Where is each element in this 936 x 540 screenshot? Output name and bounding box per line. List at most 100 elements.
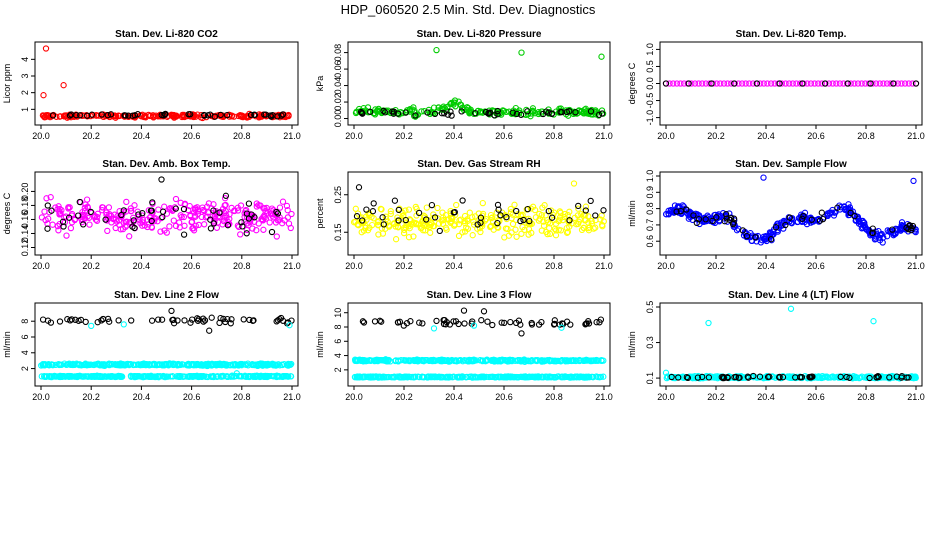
data-point (527, 357, 535, 365)
data-point (879, 239, 886, 246)
data-point (457, 101, 464, 108)
panel-title: Stan. Dev. Line 2 Flow (114, 290, 219, 301)
data-point (575, 205, 582, 212)
data-point (815, 215, 822, 223)
data-point (217, 111, 224, 119)
data-point (174, 361, 181, 368)
data-point (99, 315, 107, 323)
data-point (585, 108, 592, 115)
data-point (495, 217, 502, 224)
data-point (757, 80, 764, 87)
points (39, 45, 292, 122)
data-point (815, 373, 822, 380)
data-point (201, 221, 208, 228)
data-point (563, 357, 571, 364)
data-point (589, 357, 596, 365)
x-tick-label: 20.4 (757, 261, 775, 271)
data-point (119, 225, 127, 233)
data-point (574, 373, 581, 380)
data-point (234, 222, 242, 229)
outlier-point (120, 321, 127, 328)
data-point (105, 204, 113, 211)
outlier-point (598, 53, 605, 60)
data-point (756, 373, 764, 380)
data-point (221, 202, 228, 209)
data-point (447, 207, 454, 215)
data-point (876, 80, 883, 87)
data-point (509, 220, 517, 228)
data-point (488, 214, 495, 222)
data-point (693, 219, 700, 227)
outlier-point (158, 176, 165, 183)
data-point (45, 112, 53, 119)
data-point (146, 214, 154, 221)
data-point (472, 213, 479, 220)
data-point (686, 373, 693, 380)
data-point (407, 220, 414, 228)
data-point (149, 199, 156, 206)
data-point (93, 372, 101, 379)
panel-title: Stan. Dev. Li-820 CO2 (115, 29, 218, 40)
data-point (846, 374, 853, 381)
y-tick-label: 0.14 (20, 225, 30, 243)
data-point (490, 226, 497, 233)
data-point (224, 373, 231, 381)
x-tick-label: 21.0 (283, 131, 301, 141)
data-point (600, 207, 607, 214)
x-tick-label: 20.0 (345, 392, 363, 402)
y-tick-label: 0.15 (333, 223, 343, 241)
data-point (180, 213, 188, 221)
data-point (131, 202, 138, 209)
data-point (64, 316, 71, 323)
data-point (380, 107, 387, 115)
data-point (262, 373, 270, 380)
data-point (764, 373, 772, 381)
data-point (794, 218, 802, 225)
x-tick-label: 20.4 (133, 392, 151, 402)
x-tick-label: 20.2 (82, 131, 100, 141)
data-point (459, 229, 466, 236)
data-point (592, 212, 599, 219)
data-point (65, 214, 73, 221)
outlier-point (518, 49, 525, 56)
data-point (369, 208, 377, 215)
data-point (730, 215, 738, 222)
data-point (746, 80, 753, 87)
data-point (102, 216, 109, 223)
y-axis-label: ml/min (315, 331, 325, 358)
x-tick-label: 20.6 (807, 261, 825, 271)
data-point (724, 80, 731, 87)
data-point (406, 108, 414, 115)
data-point (561, 357, 568, 364)
data-point (403, 320, 411, 327)
data-point (529, 203, 537, 210)
data-point (158, 111, 165, 119)
data-point (541, 202, 548, 209)
data-point (815, 80, 822, 87)
data-point (395, 206, 402, 214)
data-point (709, 217, 716, 225)
data-point (424, 373, 432, 381)
data-point (410, 104, 417, 111)
data-point (216, 213, 224, 221)
data-point (169, 207, 176, 214)
data-point (887, 80, 894, 87)
y-tick-label: 4 (20, 57, 30, 62)
y-tick-label: 0.7 (645, 219, 655, 232)
data-point (372, 373, 379, 381)
data-point (227, 373, 234, 380)
data-point (420, 374, 427, 381)
data-point (574, 220, 582, 227)
data-point (108, 373, 116, 380)
data-point (174, 317, 181, 324)
data-point (423, 204, 430, 211)
y-tick-label: 1.0 (645, 43, 655, 56)
data-point (207, 216, 214, 223)
x-tick-label: 20.6 (183, 131, 201, 141)
outlier-point (88, 322, 95, 330)
data-point (532, 373, 539, 380)
data-point (466, 209, 473, 216)
data-point (673, 80, 681, 87)
data-point (525, 357, 532, 364)
